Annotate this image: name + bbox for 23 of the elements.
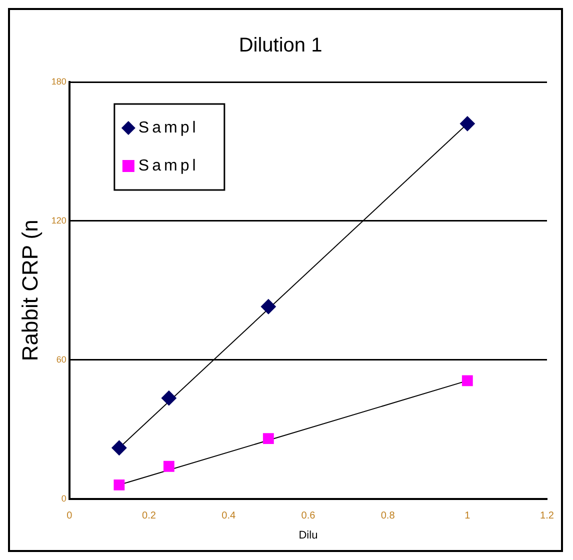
point: [112, 440, 127, 456]
y-tick-label: 120: [51, 215, 66, 226]
x-tick-label: 0.2: [142, 510, 156, 522]
point: [262, 433, 274, 444]
point: [163, 460, 174, 472]
x-axis-title: Dilu: [298, 529, 318, 542]
x-tick-label: 1: [464, 510, 471, 522]
x-tick-label: 0.6: [301, 510, 316, 522]
x-tick-label: 0.8: [380, 510, 396, 522]
legend-label: Sampl: [138, 119, 199, 136]
point: [161, 390, 176, 406]
x-tick-label: 1.2: [540, 510, 554, 522]
y-tick-label: 180: [51, 76, 66, 86]
point: [462, 375, 473, 386]
point: [260, 299, 276, 314]
y-tick-label: 60: [56, 354, 66, 364]
x-tick-label: 0.4: [222, 510, 236, 522]
y-tick-label: 0: [61, 493, 66, 504]
point: [460, 116, 475, 132]
legend-label: Sampl: [138, 157, 199, 174]
chart-title: Dilution 1: [238, 34, 322, 57]
y-axis-title: Rabbit CRP (n: [17, 220, 42, 362]
point: [114, 479, 125, 490]
